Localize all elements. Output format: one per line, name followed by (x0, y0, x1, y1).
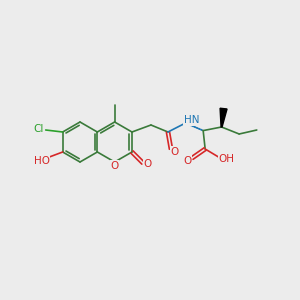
Text: O: O (144, 159, 152, 169)
Text: OH: OH (218, 154, 234, 164)
Text: Cl: Cl (34, 124, 44, 134)
Text: O: O (171, 147, 179, 157)
Text: O: O (183, 156, 191, 166)
Text: HO: HO (34, 156, 50, 166)
Polygon shape (220, 108, 227, 127)
Text: HN: HN (184, 115, 199, 125)
Text: O: O (110, 161, 119, 171)
